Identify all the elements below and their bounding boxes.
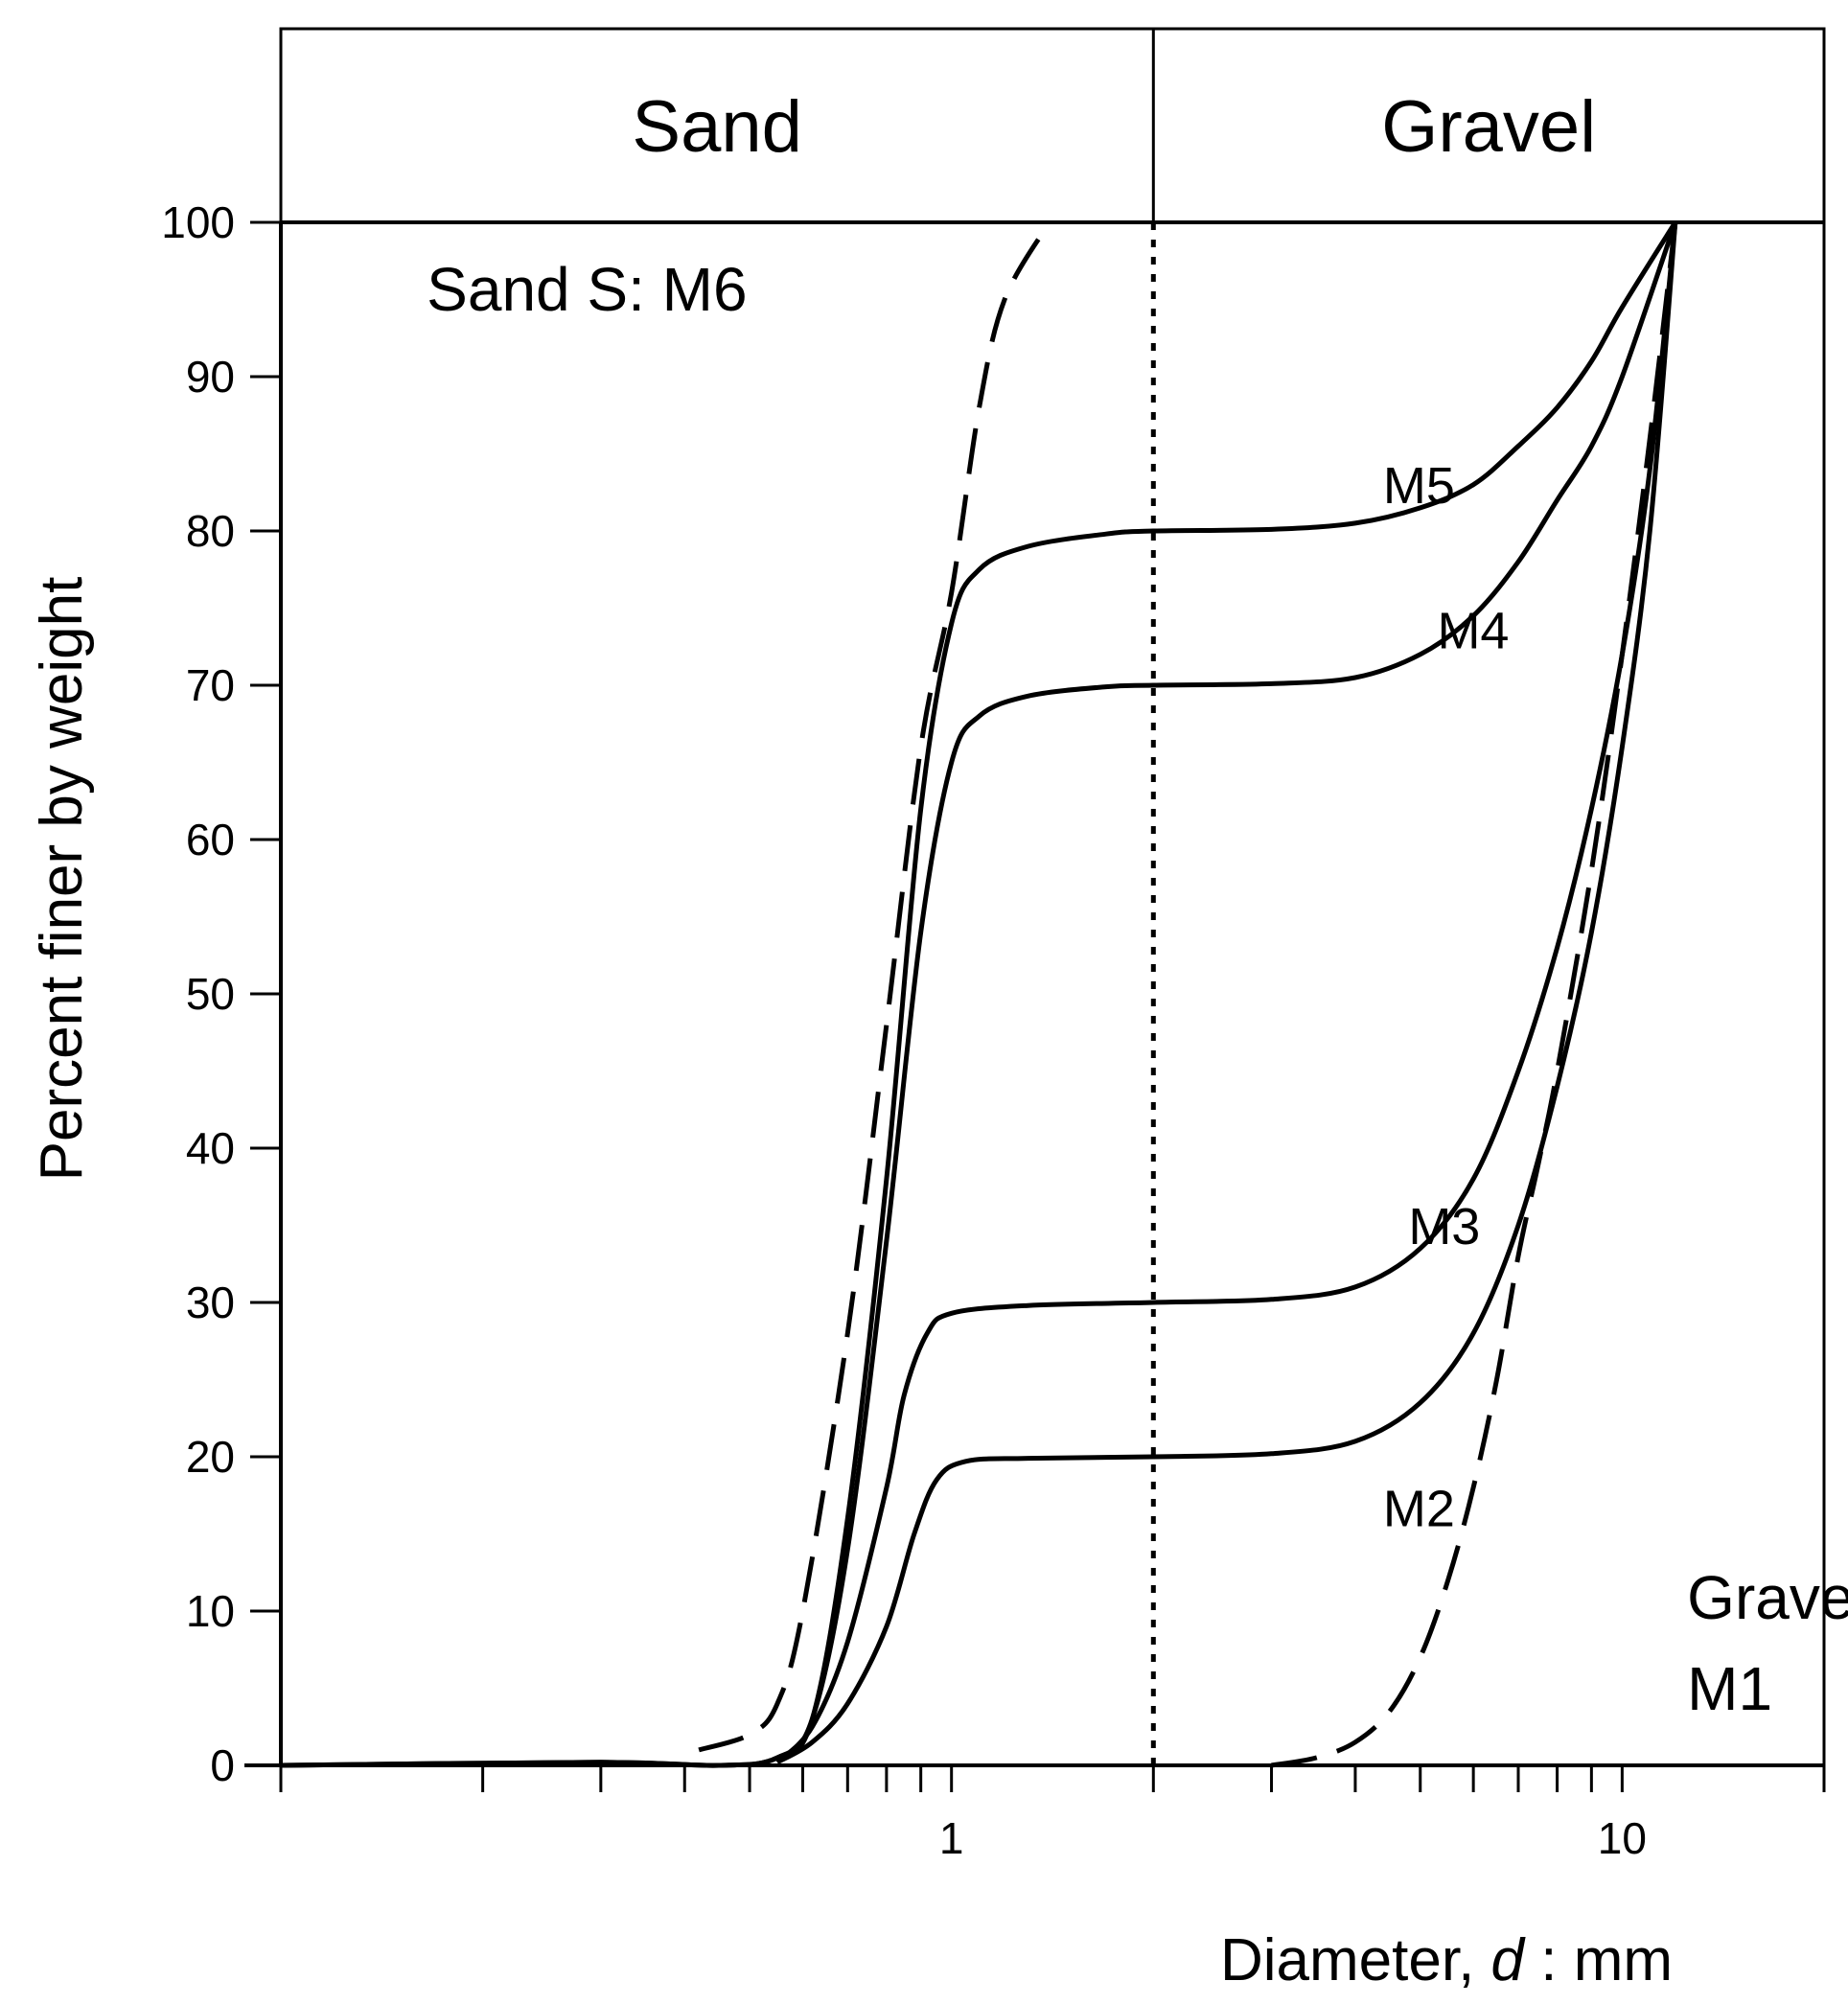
y-tick-label-50: 50 (186, 969, 235, 1019)
y-tick-label-70: 70 (186, 660, 235, 710)
zone-label-sand: Sand (632, 86, 802, 168)
series-line-1 (280, 220, 1677, 1768)
x-tick-label-1: 1 (939, 1813, 964, 1863)
y-tick-label-40: 40 (186, 1123, 235, 1173)
series-line-0 (698, 220, 1052, 1753)
x-tick-label-10: 10 (1598, 1813, 1647, 1863)
series-line-5 (1271, 221, 1678, 1768)
y-tick-label-90: 90 (186, 352, 235, 402)
y-tick-label-10: 10 (186, 1586, 235, 1636)
y-tick-label-0: 0 (210, 1740, 235, 1790)
series-line-2 (280, 221, 1678, 1768)
y-tick-label-80: 80 (186, 506, 235, 556)
curve-label-1: M5 (1383, 457, 1455, 515)
zone-label-gravel: Gravel (1381, 86, 1596, 168)
x-axis-title-prefix: Diameter, (1220, 1927, 1491, 1993)
x-axis-title-suffix: : mm (1524, 1927, 1673, 1993)
series-line-4 (775, 221, 1678, 1764)
curve-label-6: M1 (1687, 1654, 1772, 1723)
curve-label-0: Sand S: M6 (427, 255, 747, 324)
plot-area (281, 220, 1826, 1765)
y-tick-label-20: 20 (186, 1432, 235, 1482)
soil-zone-header: Sand Gravel (279, 27, 1826, 224)
curve-labels: Sand S: M6 M5 M4 M3 M2 Gravel G: M1 (427, 255, 1848, 1723)
curve-label-4: M2 (1383, 1480, 1455, 1537)
x-axis-title-variable: d (1491, 1927, 1527, 1993)
y-tick-label-30: 30 (186, 1278, 235, 1327)
curve-label-3: M3 (1408, 1198, 1480, 1255)
y-tick-label-60: 60 (186, 815, 235, 864)
y-tick-label-100: 100 (161, 197, 235, 247)
curve-label-2: M4 (1437, 602, 1509, 659)
x-axis-title: Diameter, d : mm (1220, 1927, 1673, 1993)
series-layer (280, 220, 1678, 1768)
curve-label-5: Gravel G: (1687, 1563, 1848, 1632)
y-axis-title: Percent finer by weight (29, 577, 95, 1182)
